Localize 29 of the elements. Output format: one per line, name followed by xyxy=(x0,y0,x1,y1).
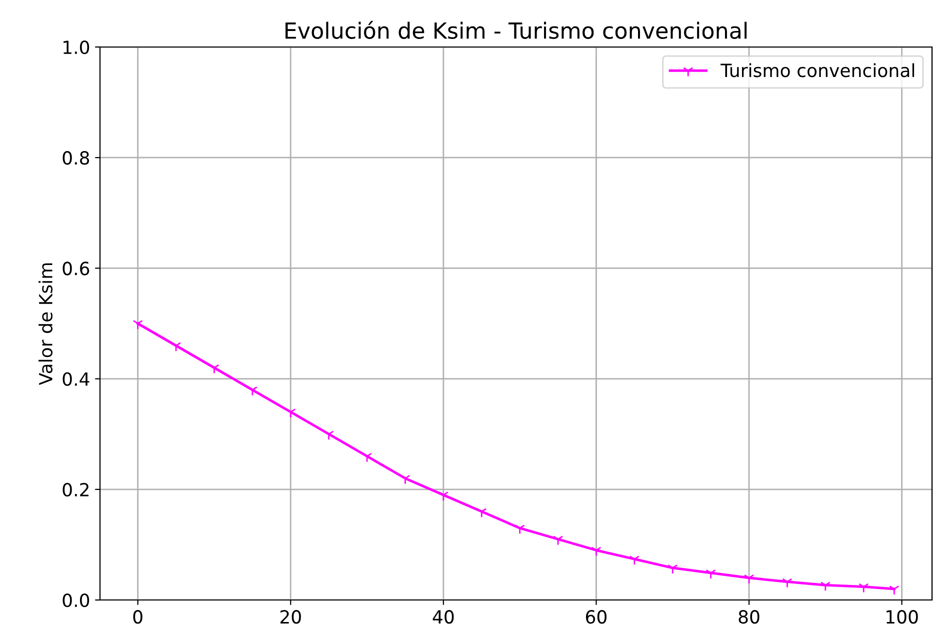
chart-title: Evolución de Ksim - Turismo convencional xyxy=(286,20,747,39)
y-tick-label: 0.2 xyxy=(62,482,88,497)
x-tick-label: 60 xyxy=(586,610,607,624)
point xyxy=(820,582,831,592)
point xyxy=(706,569,716,580)
y-tick-label: 1.0 xyxy=(64,40,90,54)
y-tick-label: 0.8 xyxy=(62,151,90,165)
point xyxy=(858,583,869,593)
point xyxy=(629,556,640,566)
x-tick-label: 40 xyxy=(432,610,454,624)
y-tick-label: 0.4 xyxy=(62,372,90,386)
point xyxy=(782,578,792,588)
legend-label: Turismo convencional xyxy=(720,63,914,78)
point xyxy=(667,564,678,574)
point xyxy=(744,574,754,584)
point xyxy=(591,546,602,556)
y-tick-label: 0.6 xyxy=(62,262,90,276)
point xyxy=(438,491,449,502)
point xyxy=(514,524,525,534)
x-tick-label: 100 xyxy=(886,610,918,624)
point xyxy=(889,585,900,596)
x-tick-label: 20 xyxy=(280,610,301,624)
point xyxy=(132,320,143,330)
y-tick-label: 0.0 xyxy=(62,593,90,608)
y-axis-title: Valor de Ksim xyxy=(38,263,53,386)
x-tick-label: 80 xyxy=(738,610,760,624)
x-tick-label: 0 xyxy=(133,610,142,624)
point xyxy=(552,536,564,546)
point xyxy=(476,508,487,518)
